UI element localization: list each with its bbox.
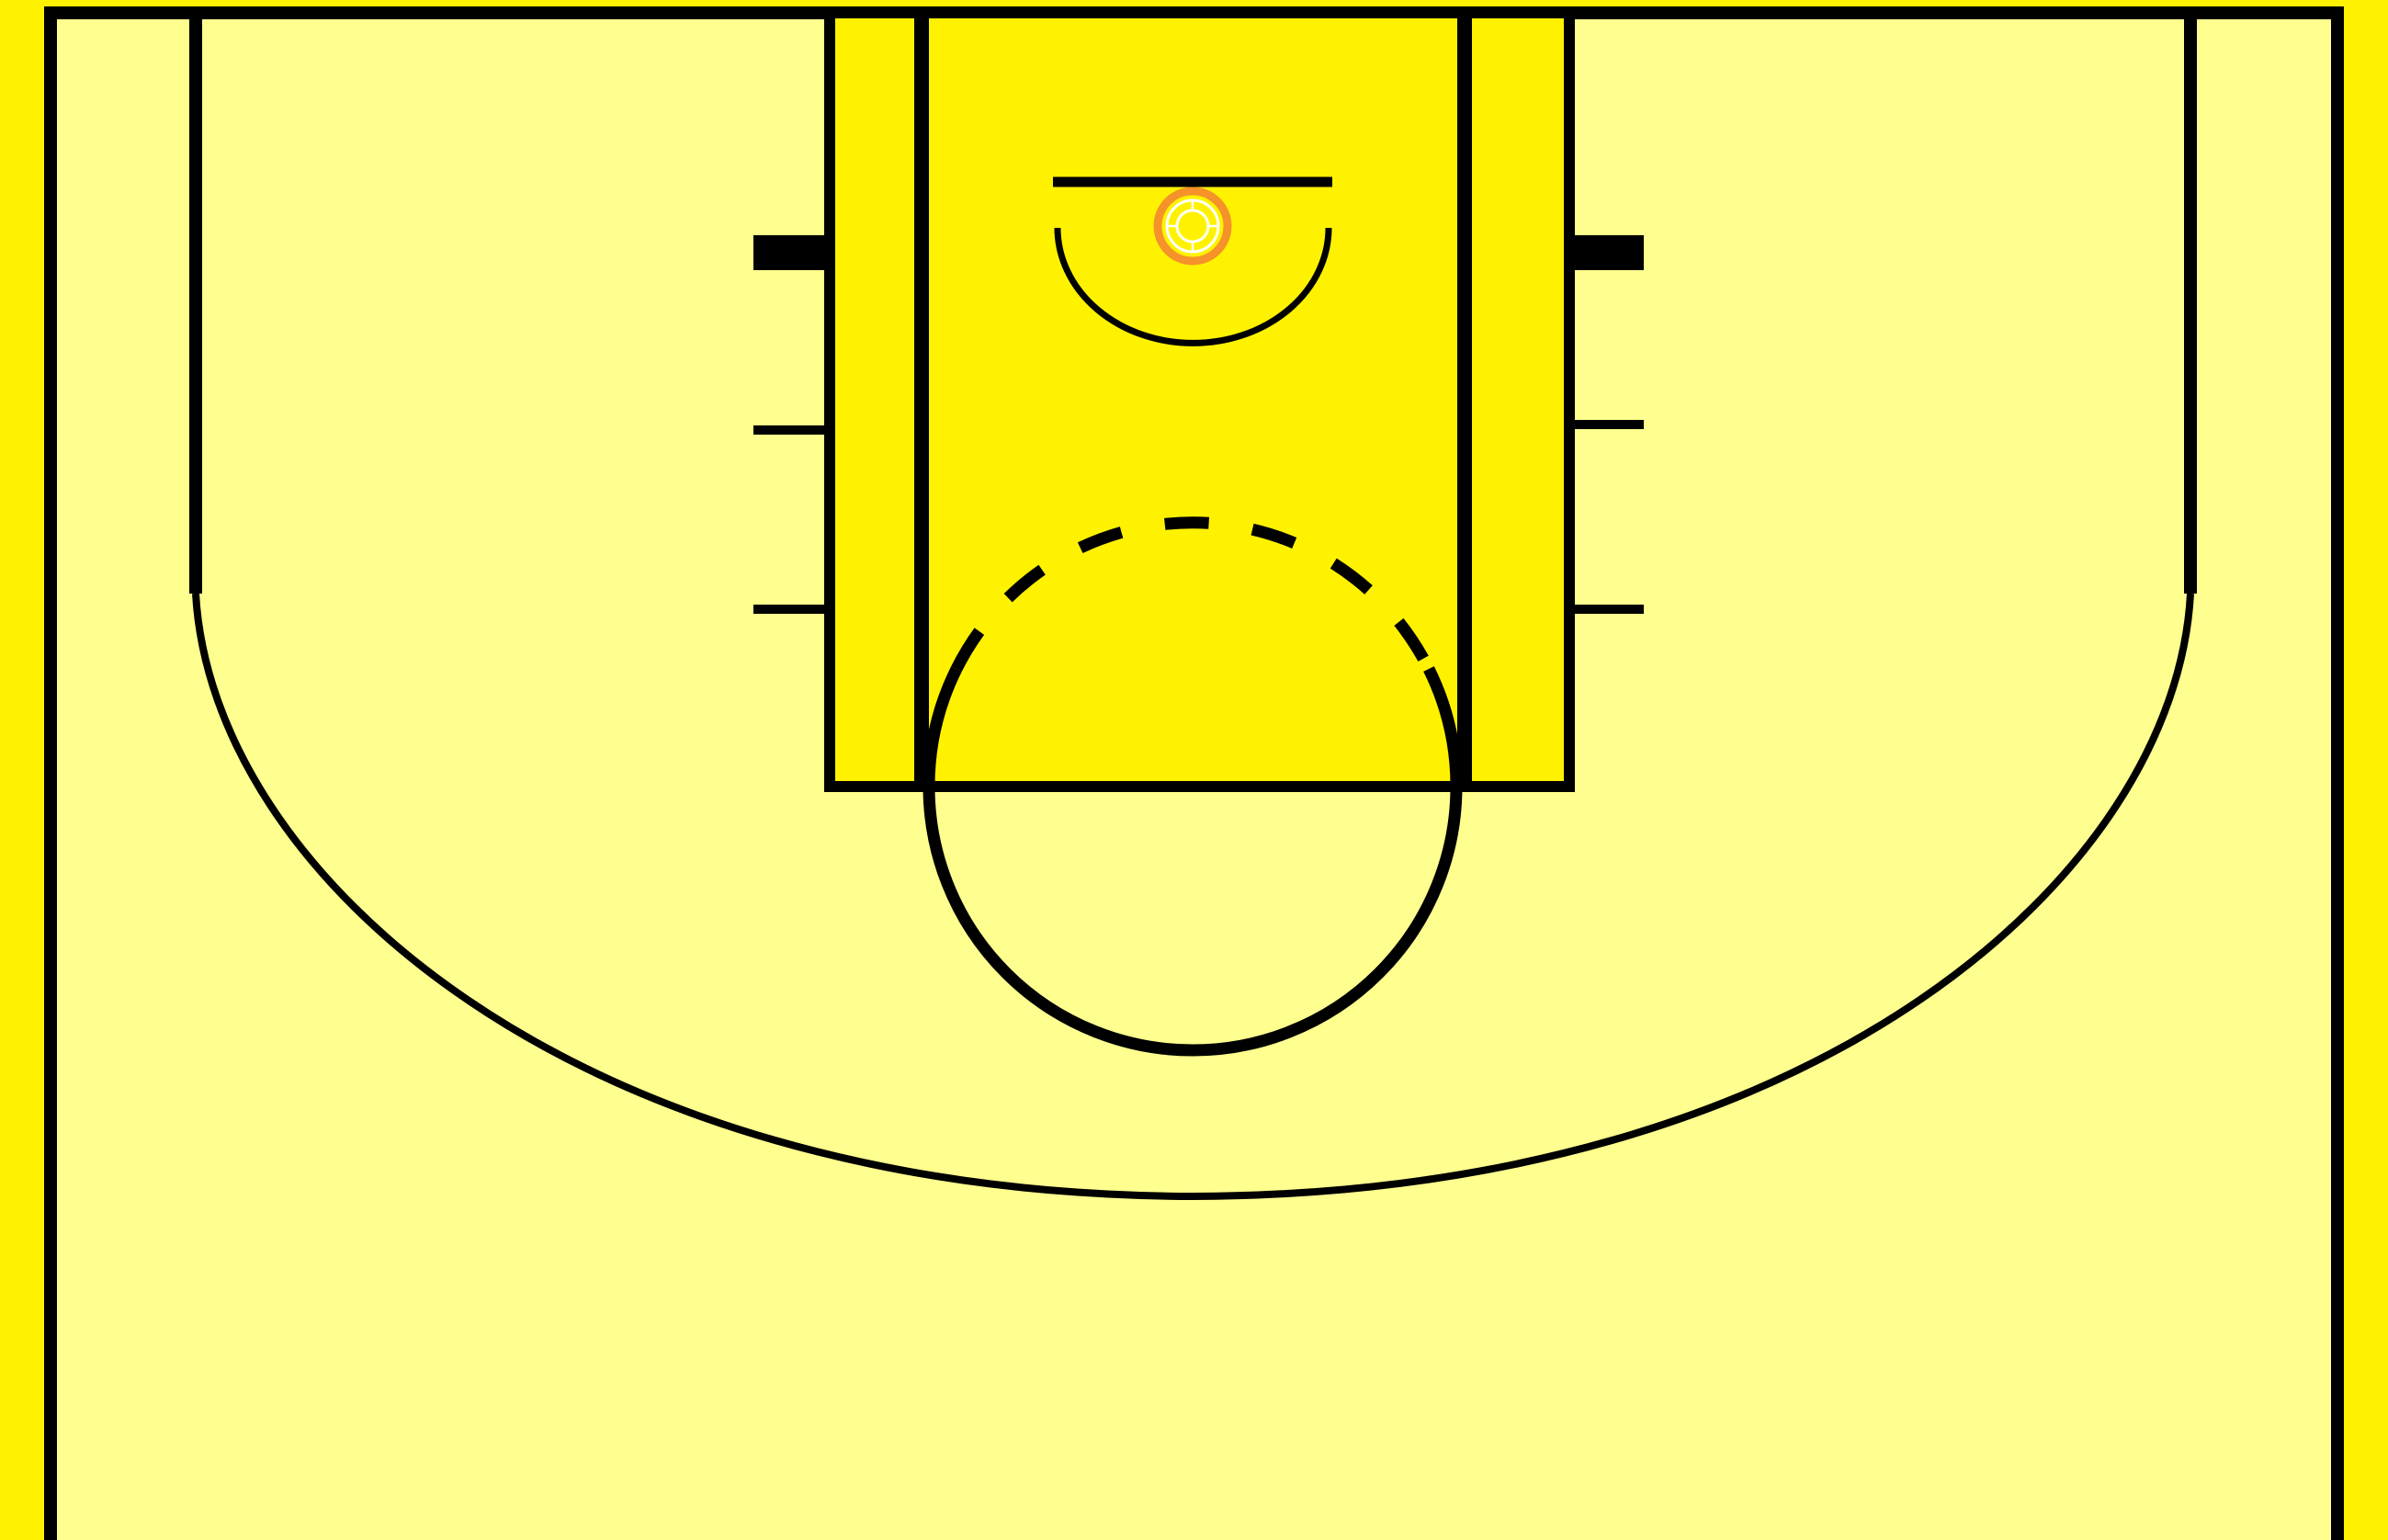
restricted-area-arc	[1054, 227, 1332, 346]
three-point-arc	[192, 593, 2194, 1201]
free-throw-circle-upper-solid-right	[1423, 666, 1463, 787]
block-mark-right	[1569, 235, 1644, 270]
free-throw-circle-solid	[922, 786, 1463, 1057]
block-mark-left	[753, 235, 830, 270]
net-strands	[1167, 200, 1218, 252]
free-throw-circle-dashed	[951, 516, 1434, 672]
free-throw-circle-upper-solid	[922, 666, 962, 787]
